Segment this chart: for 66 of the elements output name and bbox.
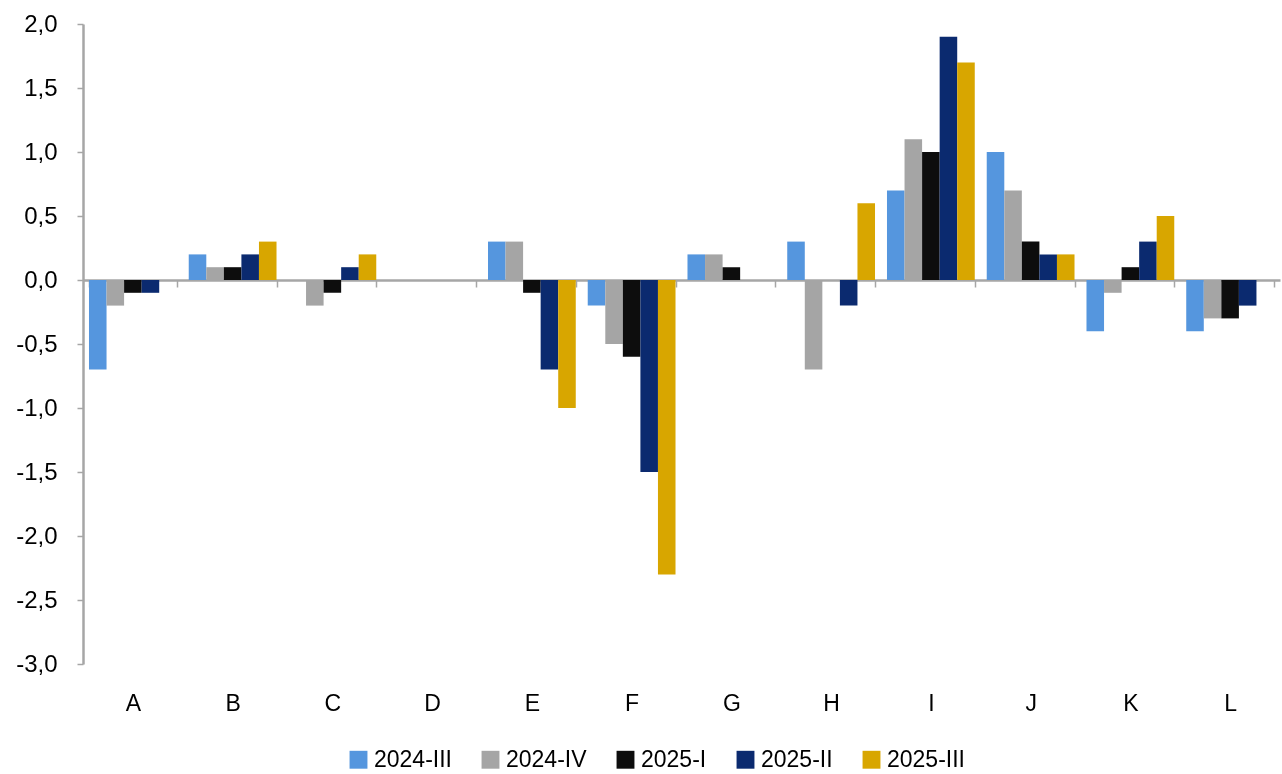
x-tick-label: D bbox=[424, 689, 441, 716]
bar bbox=[687, 254, 706, 280]
y-tick-label: 1,5 bbox=[24, 73, 58, 101]
bar bbox=[839, 280, 858, 306]
bar bbox=[323, 280, 342, 293]
x-tick-label: F bbox=[625, 689, 640, 716]
bar bbox=[787, 241, 805, 280]
bar bbox=[1156, 216, 1175, 280]
y-tick-label: 0,5 bbox=[24, 201, 58, 229]
y-tick-label: 2,0 bbox=[24, 9, 58, 37]
x-tick-label: E bbox=[524, 689, 541, 716]
y-tick-label: -1,5 bbox=[16, 457, 58, 485]
bar bbox=[241, 254, 259, 280]
x-tick-label: B bbox=[225, 689, 241, 716]
x-tick-label: H bbox=[823, 689, 840, 716]
x-tick-label: C bbox=[324, 689, 342, 716]
bar bbox=[558, 280, 576, 408]
bar bbox=[487, 241, 506, 280]
y-tick-label: -0,5 bbox=[16, 329, 58, 357]
x-tick-label: L bbox=[1224, 689, 1238, 716]
y-tick-label: -2,5 bbox=[16, 585, 58, 613]
y-tick-label: 0,0 bbox=[24, 265, 58, 293]
y-tick-label: 1,0 bbox=[24, 137, 58, 165]
bar bbox=[341, 267, 359, 280]
bar bbox=[1021, 241, 1040, 280]
bar bbox=[922, 152, 940, 280]
bar bbox=[1139, 241, 1157, 280]
legend-label: 2024-III bbox=[374, 745, 452, 772]
bar bbox=[1238, 280, 1257, 306]
y-tick-label: -2,0 bbox=[16, 521, 58, 549]
legend-label: 2025-I bbox=[641, 745, 707, 772]
x-tick-label: A bbox=[125, 689, 142, 716]
bar bbox=[657, 280, 676, 575]
legend-label: 2025-II bbox=[761, 745, 833, 772]
bar bbox=[939, 36, 958, 280]
bar bbox=[622, 280, 641, 357]
bar bbox=[358, 254, 377, 280]
bar bbox=[1186, 280, 1204, 332]
bar bbox=[957, 62, 975, 280]
bar bbox=[587, 280, 606, 306]
bar bbox=[886, 190, 905, 280]
y-tick-label: -1,0 bbox=[16, 393, 58, 421]
x-tick-label: G bbox=[722, 689, 741, 716]
bar bbox=[1221, 280, 1239, 319]
x-tick-label: J bbox=[1025, 689, 1037, 716]
bar bbox=[124, 280, 142, 293]
bar bbox=[88, 280, 107, 370]
bar bbox=[141, 280, 160, 293]
bar bbox=[986, 152, 1005, 280]
x-tick-label: I bbox=[928, 689, 935, 716]
bar bbox=[1086, 280, 1105, 332]
bar bbox=[722, 267, 741, 280]
bar bbox=[640, 280, 658, 472]
bar bbox=[857, 203, 876, 280]
bar bbox=[188, 254, 207, 280]
bar bbox=[223, 267, 242, 280]
x-tick-label: K bbox=[1123, 689, 1140, 716]
bar bbox=[1039, 254, 1057, 280]
bar bbox=[258, 241, 277, 280]
bar bbox=[540, 280, 559, 370]
legend-label: 2025-III bbox=[887, 745, 965, 772]
legend-label: 2024-IV bbox=[506, 745, 588, 772]
bar bbox=[1056, 254, 1075, 280]
y-tick-label: -3,0 bbox=[16, 649, 58, 677]
bar bbox=[523, 280, 541, 293]
bar bbox=[1121, 267, 1140, 280]
